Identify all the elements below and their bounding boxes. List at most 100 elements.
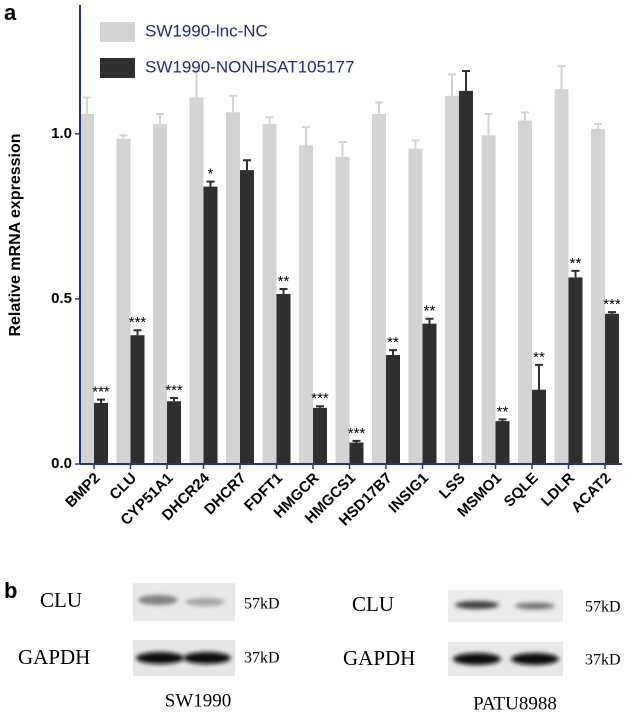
significance-label: ** [387,334,399,351]
band [185,598,225,606]
band [136,652,184,664]
error-bar [279,287,288,294]
y-tick-label: 0.5 [51,290,72,307]
error-bar [316,405,324,408]
error-bar [156,112,164,124]
error-bar [170,396,178,402]
error-bar [425,317,434,324]
error-bar [352,439,361,443]
bar [568,277,583,464]
blot-sw1990 [133,583,235,676]
bar [80,113,94,464]
bar [226,112,240,465]
y-axis-label: Relative mRNA expression [7,133,24,336]
panel-label: a [4,0,17,25]
bar [554,89,569,465]
error-bar [411,139,420,149]
bar [408,148,423,464]
bar [240,170,254,464]
bar [422,323,437,464]
x-tick-label: INSIG1 [385,470,432,517]
protein-label: CLU [352,592,394,616]
bar [203,186,218,464]
significance-label: *** [348,425,366,442]
size-label: 57kD [585,599,621,616]
error-bar [498,418,507,422]
x-tick-label: SQLE [501,470,542,511]
size-label: 57kD [244,596,280,613]
bar [94,402,108,464]
error-bar [571,269,580,278]
significance-label: *** [165,382,183,399]
error-bar [375,101,383,114]
bar [349,442,364,464]
size-label: 37kD [244,650,280,667]
error-bar [229,94,237,113]
size-label: 37kD [585,652,621,669]
error-bar [133,329,142,336]
bar [532,389,546,464]
significance-label: *** [311,390,329,407]
bar [189,97,204,464]
legend-label: SW1990-NONHSAT105177 [145,57,354,76]
protein-label: CLU [40,588,82,612]
significance-label: ** [570,255,582,272]
bar [167,401,181,464]
bar [386,355,400,464]
bar [372,113,386,464]
band [515,602,555,610]
blot-labels: CLU GAPDH 57kD 37kD SW1990 CLU GAPDH 57k… [18,588,621,715]
error-bar [389,349,397,356]
error-bar [265,116,274,124]
bar [481,135,496,465]
y-tick-label: 0.0 [51,455,72,472]
error-bar [338,141,347,157]
error-bar [462,70,470,91]
protein-label: GAPDH [18,645,90,669]
bar [276,293,291,464]
panel-label: b [4,578,17,603]
bar [153,123,167,465]
protein-label: GAPDH [343,646,415,670]
bar [116,138,131,464]
band [511,653,559,665]
bar [518,120,532,465]
error-bar [192,70,201,98]
error-bar [557,65,566,90]
band [183,652,231,664]
error-bar [535,363,543,390]
significance-label: ** [533,349,545,366]
band [138,595,178,605]
bar [445,95,459,464]
significance-label: * [208,166,214,183]
legend-label: SW1990-lnc-NC [145,21,268,40]
bar [591,128,605,464]
significance-label: *** [92,384,110,401]
cell-line-label: PATU8988 [473,693,557,714]
band [453,653,501,665]
error-bar [243,159,251,171]
significance-label: ** [424,303,436,320]
bar [262,123,277,465]
legend-swatch [100,22,135,42]
bar [130,335,145,464]
significance-label: *** [603,296,621,313]
bar [299,145,313,464]
bar [335,156,350,464]
significance-label: ** [278,273,290,290]
bar [605,313,619,464]
y-tick-label: 1.0 [51,125,72,142]
significance-label: *** [129,314,147,331]
x-tick-label: BMP2 [62,470,103,511]
bar [313,407,327,464]
error-bar [302,126,310,146]
error-bar [484,112,493,136]
error-bar [83,96,91,114]
significance-label: ** [497,403,509,420]
error-bar [448,73,456,96]
bar [495,421,510,464]
band [455,601,499,609]
error-bar [119,134,128,139]
error-bar [608,311,616,314]
error-bar [521,111,529,121]
